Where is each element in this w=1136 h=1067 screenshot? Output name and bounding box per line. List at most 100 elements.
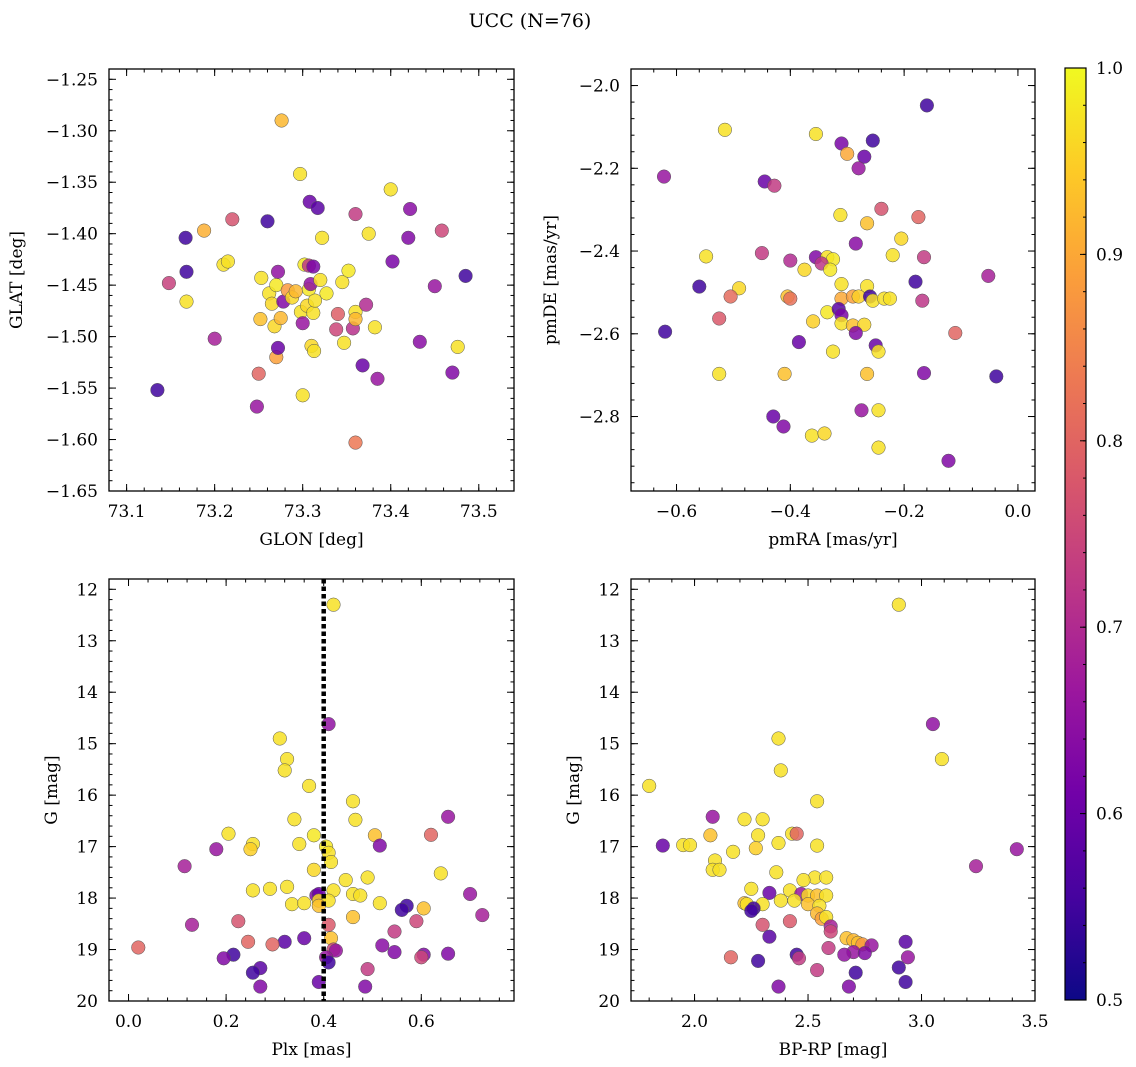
scatter-point: [692, 279, 707, 294]
scatter-point: [894, 231, 909, 246]
scatter-point: [712, 311, 727, 326]
scatter-point: [916, 250, 932, 265]
figure-title: UCC (N=76): [469, 10, 592, 32]
scatter-point: [874, 201, 889, 216]
points-panel-2: [656, 98, 1004, 468]
y-tick-label: 15: [598, 735, 620, 755]
x-tick-label: 3.5: [1021, 1012, 1048, 1032]
scatter-point: [231, 914, 246, 929]
scatter-point: [825, 344, 841, 359]
scatter-point: [762, 929, 777, 944]
scatter-point: [414, 950, 429, 965]
scatter-point: [387, 945, 402, 960]
scatter-point: [989, 369, 1004, 384]
x-tick-label: 2.5: [795, 1012, 822, 1032]
scatter-point: [789, 826, 804, 841]
scatter-point: [150, 383, 165, 398]
scatter-point: [934, 752, 949, 767]
scatter-point: [184, 917, 200, 932]
scatter-point: [441, 809, 456, 824]
scatter-point: [941, 453, 956, 468]
x-tick-label: 0.4: [310, 1012, 337, 1032]
scatter-point: [744, 881, 759, 896]
colorbar: 0.5 0.6 0.7 0.8 0.9 1.0: [1064, 59, 1123, 1011]
scatter-point: [748, 841, 763, 856]
scatter-point: [808, 126, 823, 142]
scatter-point: [375, 938, 390, 953]
scatter-point: [871, 403, 886, 418]
x-tick-label: 0.0: [115, 1012, 142, 1032]
y-axis-label: pmDE [mas/yr]: [541, 215, 561, 345]
scatter-point: [837, 947, 852, 962]
y-tick-label: 14: [76, 683, 98, 703]
scatter-point: [345, 910, 361, 925]
scatter-point: [434, 223, 449, 238]
scatter-point: [898, 974, 913, 990]
scatter-point: [851, 161, 866, 176]
colorbar-tick-label: 0.8: [1096, 432, 1123, 452]
y-tick-label: 14: [598, 683, 620, 703]
scatter-point: [726, 844, 741, 859]
scatter-point: [394, 902, 409, 917]
scatter-point: [771, 979, 786, 994]
scatter-point: [360, 870, 375, 885]
scatter-point: [319, 286, 334, 301]
y-tick-label: −1.30: [46, 122, 98, 142]
x-tick-label: 73.2: [196, 502, 234, 522]
y-tick-label: 12: [76, 580, 98, 600]
scatter-point: [968, 859, 984, 874]
y-axis-label: G [mag]: [564, 755, 584, 824]
scatter-point: [358, 979, 373, 994]
scatter-point: [341, 263, 356, 278]
x-tick-label: 0.2: [213, 1012, 240, 1032]
scatter-point: [329, 322, 344, 337]
scatter-point: [703, 828, 718, 843]
x-tick-label: 0.6: [408, 1012, 435, 1032]
scatter-point: [361, 226, 376, 241]
scatter-point: [225, 212, 240, 227]
scatter-point: [348, 312, 363, 327]
scatter-point: [221, 826, 236, 841]
scatter-point: [387, 924, 402, 939]
scatter-point: [787, 893, 802, 908]
scatter-point: [409, 914, 424, 929]
scatter-point: [712, 366, 727, 381]
scatter-point: [796, 873, 811, 888]
x-tick-label: −0.2: [883, 502, 924, 522]
y-tick-label: 12: [598, 580, 620, 600]
scatter-point: [348, 435, 363, 450]
x-tick-label: −0.6: [656, 502, 697, 522]
y-tick-label: 18: [76, 889, 98, 909]
scatter-point: [330, 306, 345, 322]
x-tick-label: 3.0: [908, 1012, 935, 1032]
scatter-point: [773, 893, 788, 908]
scatter-point: [898, 934, 913, 949]
scatter-point: [253, 312, 268, 327]
scatter-point: [791, 951, 807, 966]
y-tick-label: 16: [598, 786, 620, 806]
scatter-point: [810, 963, 825, 978]
scatter-point: [767, 178, 782, 193]
scatter-point: [841, 979, 856, 994]
scatter-point: [854, 403, 869, 418]
scatter-point: [277, 934, 292, 949]
scatter-point: [848, 236, 863, 251]
y-tick-label: 17: [76, 838, 98, 858]
colorbar-tick-label: 1.0: [1096, 59, 1123, 79]
scatter-point: [911, 210, 926, 225]
scatter-point: [823, 262, 838, 277]
scatter-point: [791, 335, 806, 350]
scatter-point: [216, 951, 231, 966]
scatter-point: [885, 248, 900, 263]
scatter-point: [810, 794, 825, 809]
scatter-point: [372, 896, 387, 911]
y-tick-label: −1.35: [46, 173, 98, 193]
scatter-point: [270, 264, 286, 279]
x-axis-label: pmRA [mas/yr]: [768, 530, 897, 550]
scatter-point: [245, 883, 260, 898]
y-tick-label: −1.65: [46, 482, 98, 502]
scatter-panel-3: 0.0 0.2 0.4 0.6 12 13 14 15 16 17 18 19 20 Plx [mas] G…: [42, 578, 515, 1060]
axes-frame: [630, 68, 1036, 492]
scatter-point: [751, 953, 766, 968]
